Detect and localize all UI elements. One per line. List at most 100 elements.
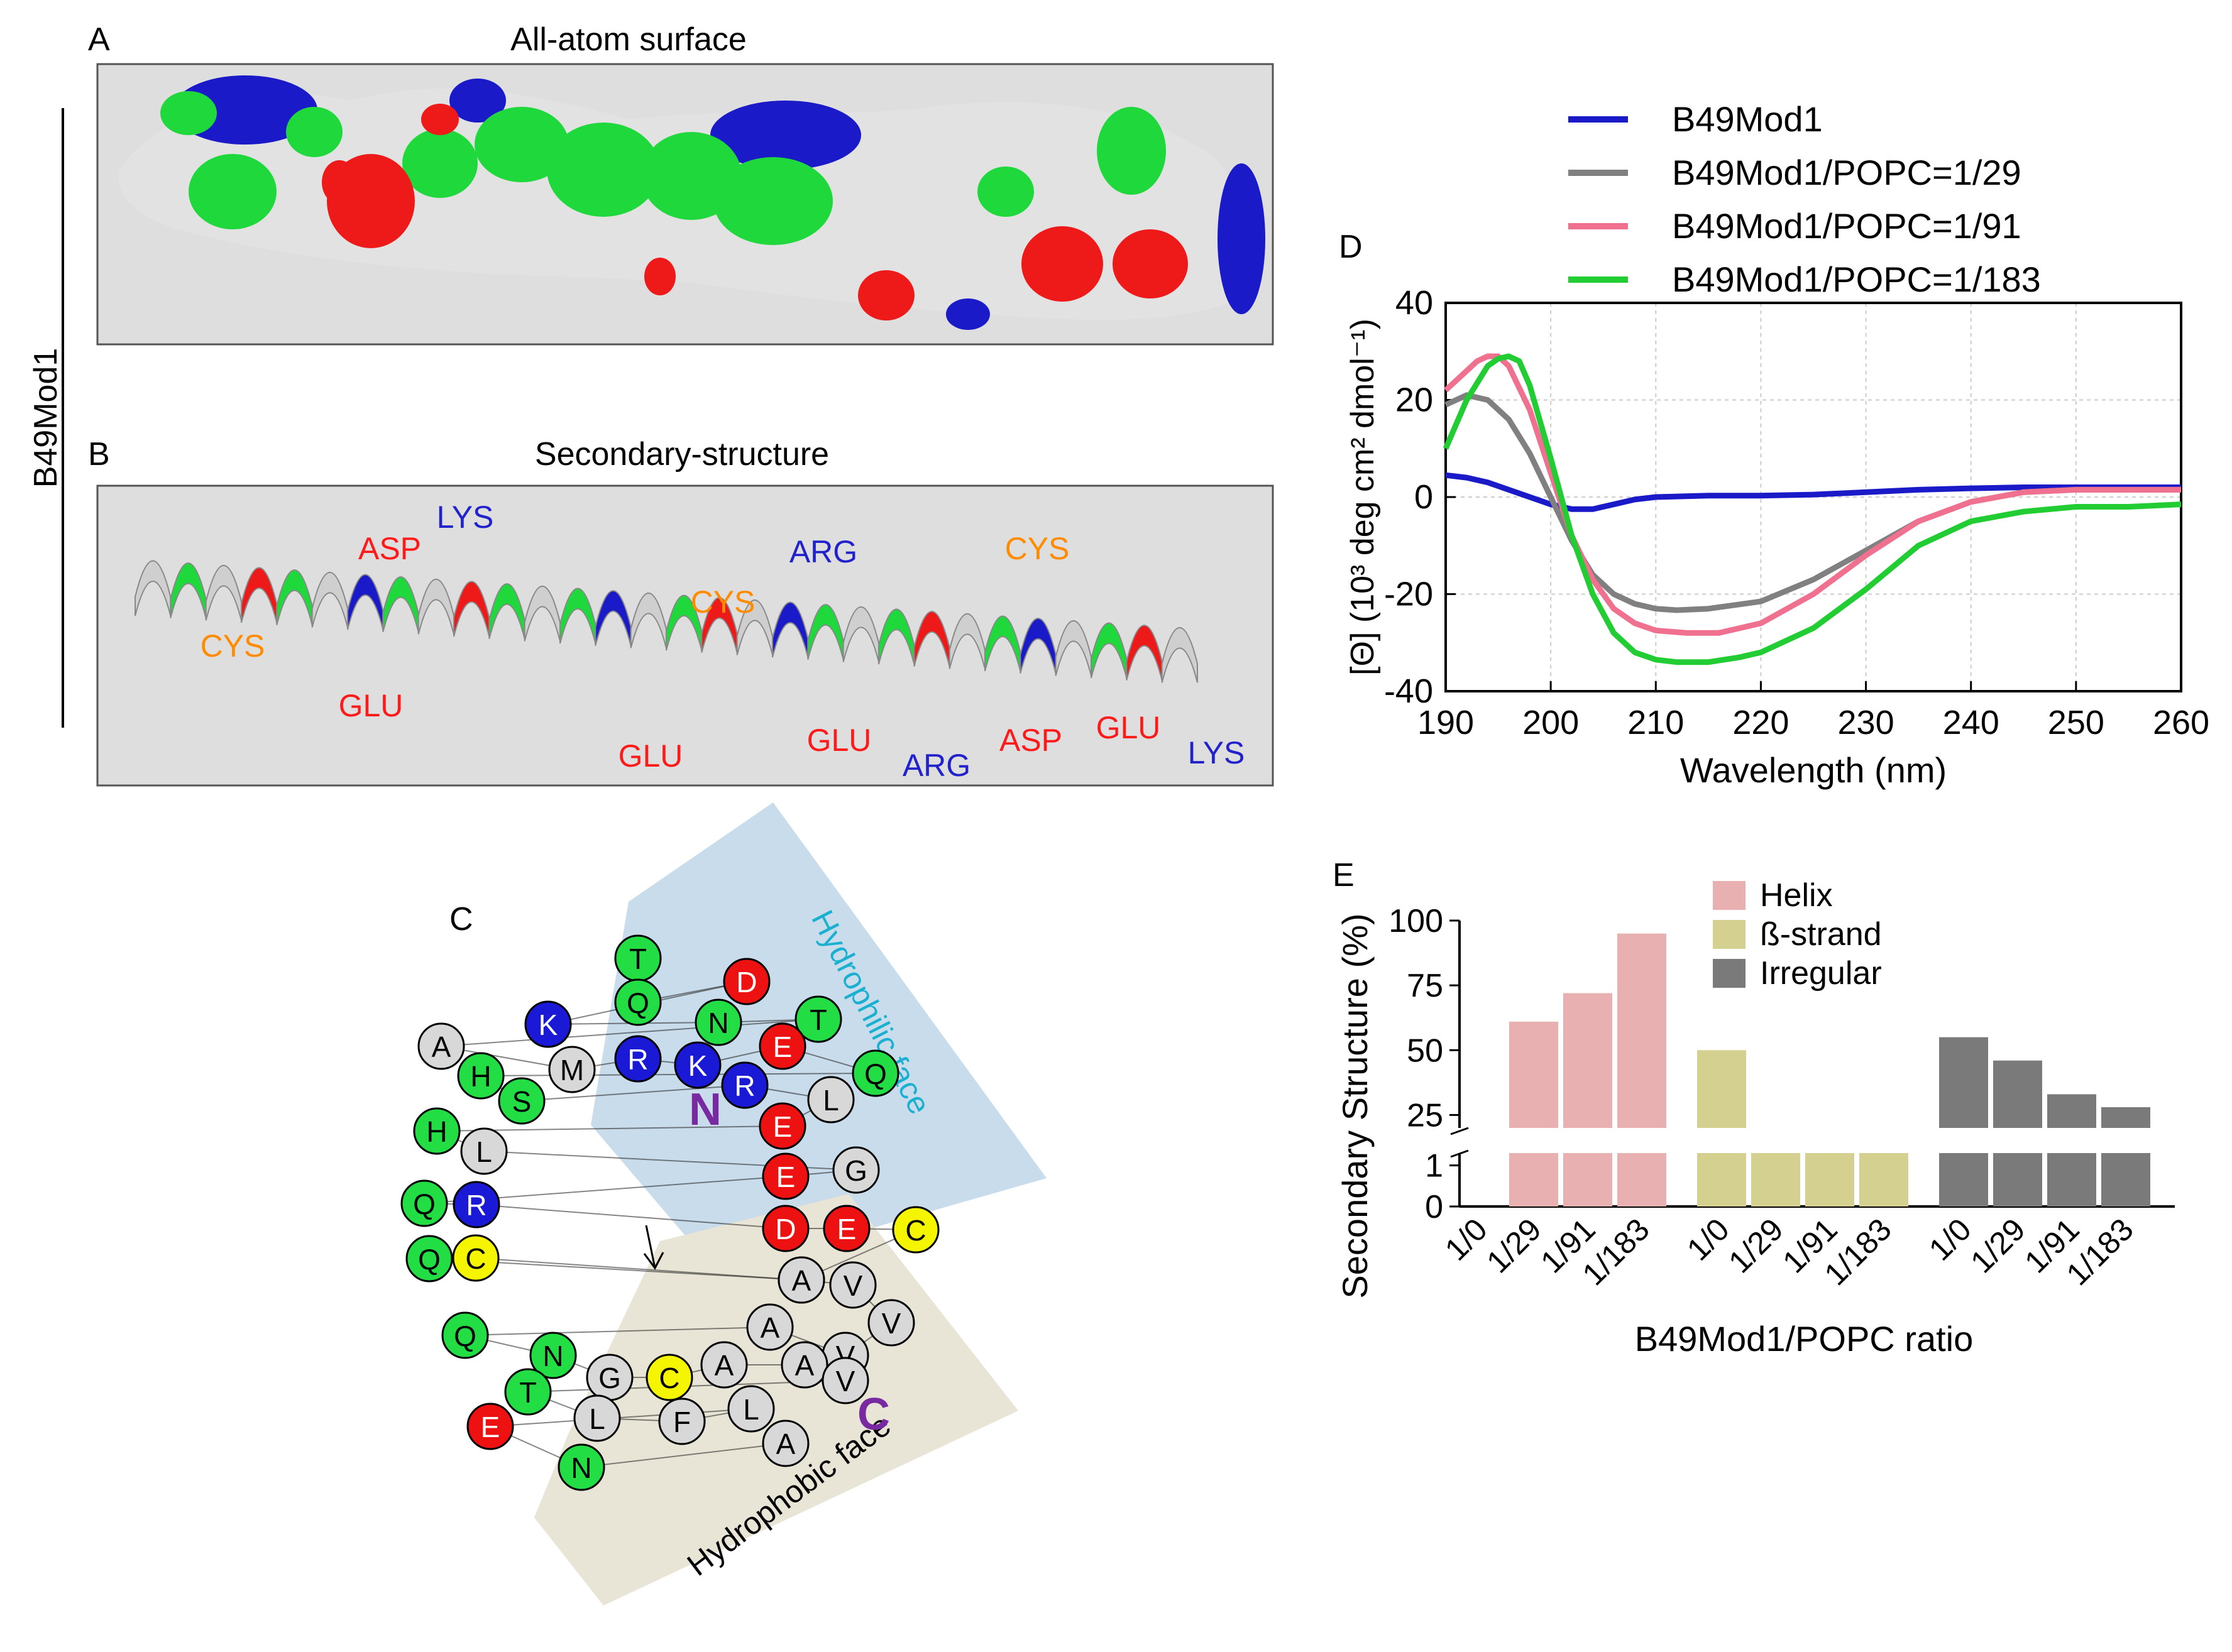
hydrophobic-face-region (534, 1194, 1018, 1606)
svg-text:A: A (761, 1311, 780, 1344)
axis-break-mark (1450, 1127, 1469, 1135)
wheel-link (521, 1085, 745, 1102)
svg-text:L: L (476, 1135, 492, 1168)
wheel-residue: K (674, 1041, 722, 1089)
bar-upper (1697, 1050, 1746, 1128)
y-tick-label: -20 (1384, 576, 1433, 613)
wheel-residue: A (746, 1303, 794, 1351)
wheel-residue: V (829, 1261, 877, 1309)
helix-residue-label: GLU (618, 738, 683, 774)
svg-text:E: E (773, 1031, 793, 1063)
svg-text:E: E (773, 1110, 793, 1143)
svg-text:L: L (743, 1393, 759, 1426)
y-tick-label: -40 (1384, 672, 1433, 710)
panel-b-title: Secondary-structure (535, 436, 829, 473)
helix-residue-label: CYS (1005, 531, 1070, 566)
svg-text:E: E (837, 1213, 857, 1245)
svg-text:R: R (627, 1043, 648, 1076)
y-tick-label: 100 (1388, 903, 1443, 939)
wheel-link (581, 1443, 786, 1468)
wheel-residue: L (727, 1385, 775, 1433)
bar-lower (2101, 1153, 2150, 1206)
cd-spectrum-chart: 190 200 210 220 230 240 250 260 -40 -20 0 20 40 Wavel… (1344, 284, 2209, 790)
panel-a-letter: A (88, 21, 110, 58)
svg-text:V: V (882, 1307, 901, 1340)
svg-text:C: C (465, 1242, 486, 1275)
x-tick-label: 230 (1838, 704, 1894, 741)
wheel-residue: Q (614, 978, 662, 1026)
x-tick-label: 220 (1732, 704, 1789, 741)
svg-text:C: C (905, 1214, 926, 1247)
svg-text:A: A (792, 1264, 811, 1297)
wheel-residue: R (614, 1035, 662, 1083)
svg-text:T: T (629, 943, 647, 975)
wheel-residue: C (892, 1206, 940, 1254)
wheel-residue: D (762, 1205, 810, 1252)
cd-series-line (1444, 392, 2181, 613)
bar-lower (1993, 1153, 2042, 1206)
panel-b-letter: B (88, 436, 110, 473)
legend-label: Helix (1760, 877, 1833, 914)
svg-text:A: A (715, 1349, 734, 1382)
wheel-residue: C (646, 1354, 693, 1401)
panel-e-letter: E (1333, 857, 1355, 894)
bar-upper (1563, 993, 1612, 1128)
helix-residue-label: LYS (1188, 735, 1245, 770)
cd-series-line (1445, 472, 2181, 512)
wheel-residue: A (762, 1420, 810, 1467)
svg-text:R: R (734, 1069, 755, 1102)
wheel-residue: E (759, 1102, 806, 1150)
y-tick-label: 75 (1407, 968, 1443, 1004)
svg-text:G: G (598, 1362, 621, 1394)
wheel-residue: N (529, 1332, 577, 1379)
x-tick-label: 1/29 (1480, 1212, 1548, 1279)
y-tick-label: 50 (1407, 1032, 1443, 1069)
bar-lower (1859, 1153, 1908, 1206)
side-label: B49Mod1 (28, 348, 64, 488)
wheel-residue: K (524, 1000, 572, 1048)
helix-turn (1161, 626, 1198, 683)
wheel-residue: E (759, 1022, 806, 1070)
svg-text:E: E (776, 1161, 796, 1193)
legend-label: ß-strand (1760, 916, 1882, 953)
cd-series-line (1443, 353, 2182, 665)
svg-text:Q: Q (864, 1058, 887, 1090)
svg-text:D: D (736, 966, 757, 998)
y-tick-label: 40 (1395, 284, 1433, 322)
y-tick-label: 0 (1425, 1189, 1443, 1225)
wheel-residue: H (413, 1107, 461, 1155)
svg-text:V: V (836, 1365, 855, 1398)
x-tick-label: 1/29 (1964, 1212, 2031, 1279)
svg-text:F: F (673, 1406, 691, 1438)
svg-text:G: G (845, 1154, 867, 1187)
svg-text:Q: Q (418, 1243, 441, 1276)
svg-text:E: E (481, 1411, 500, 1443)
x-tick-label: 210 (1627, 704, 1684, 741)
wheel-link (475, 1257, 802, 1281)
wheel-residue: A (417, 1022, 465, 1070)
legend-label: B49Mod1/POPC=1/29 (1672, 153, 2021, 192)
y-tick-label: 25 (1407, 1097, 1443, 1134)
x-tick-label: 260 (2153, 704, 2209, 741)
helical-wheel: TQDKNTAMRKEQHSRLEHLGEQRDECAQCAVVVAQNGCAA… (400, 934, 940, 1491)
svg-text:V: V (844, 1269, 863, 1302)
wheel-residue: G (586, 1354, 634, 1401)
legend-swatch (1713, 920, 1745, 949)
x-axis-label: Wavelength (nm) (1680, 750, 1947, 790)
bar-upper (1509, 1021, 1558, 1128)
svg-text:H: H (470, 1060, 491, 1093)
helix-residue-label: LYS (437, 500, 494, 535)
bar-upper (1993, 1060, 2042, 1128)
helix-residue-label: GLU (807, 723, 872, 758)
y-axis-label: Secondary Structure (%) (1335, 913, 1375, 1298)
svg-text:A: A (432, 1031, 451, 1063)
wheel-residue: E (823, 1205, 871, 1252)
wheel-residue: H (457, 1052, 505, 1100)
helix-residue-label: CYS (201, 628, 265, 664)
wheel-residue: Q (852, 1049, 899, 1097)
svg-text:Q: Q (454, 1320, 476, 1352)
svg-text:Q: Q (627, 987, 649, 1019)
legend-label: Irregular (1760, 955, 1882, 992)
